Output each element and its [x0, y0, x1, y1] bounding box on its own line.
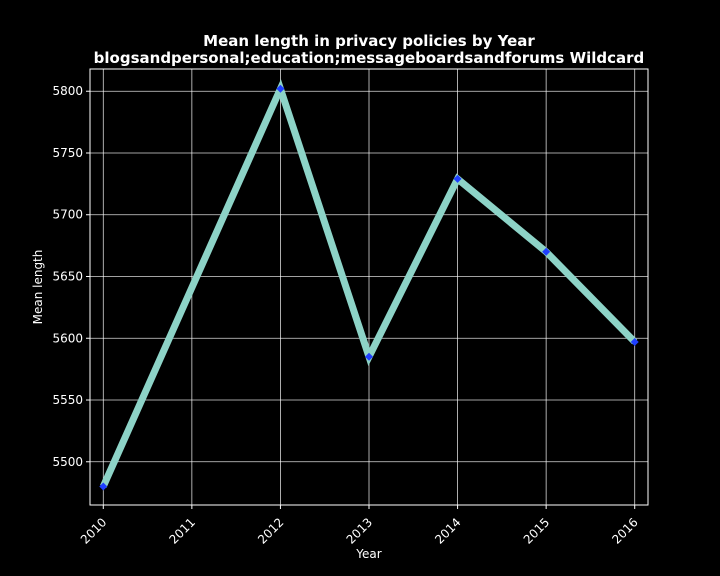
y-tick-label: 5800: [52, 84, 83, 98]
x-tick-label: 2013: [344, 515, 375, 546]
plot-frame: [89, 68, 649, 506]
x-tick-label: 2015: [521, 515, 552, 546]
y-tick-label: 5550: [52, 393, 83, 407]
y-tick-label: 5650: [52, 270, 83, 284]
x-tick-label: 2012: [255, 515, 286, 546]
data-point: [276, 84, 285, 93]
x-tick-label: 2011: [166, 515, 197, 546]
y-tick-label: 5500: [52, 455, 83, 469]
data-point: [99, 482, 108, 491]
data-point: [542, 247, 551, 256]
y-tick-label: 5600: [52, 331, 83, 345]
chart-subtitle: blogsandpersonal;education;messageboards…: [94, 49, 645, 67]
data-point: [365, 352, 373, 361]
data-point: [630, 337, 639, 346]
grid: [90, 69, 648, 505]
data-point: [453, 174, 462, 183]
y-axis-label: Mean length: [31, 250, 45, 325]
series-layer: [99, 79, 639, 491]
x-axis-label: Year: [355, 547, 381, 561]
x-tick-label: 2016: [609, 515, 640, 546]
x-tick-label: 2010: [78, 515, 109, 546]
y-tick-label: 5700: [52, 208, 83, 222]
y-tick-label: 5750: [52, 146, 83, 160]
x-tick-label: 2014: [432, 515, 463, 546]
series-line: [100, 79, 638, 488]
chart-title: Mean length in privacy policies by Year: [203, 32, 535, 50]
